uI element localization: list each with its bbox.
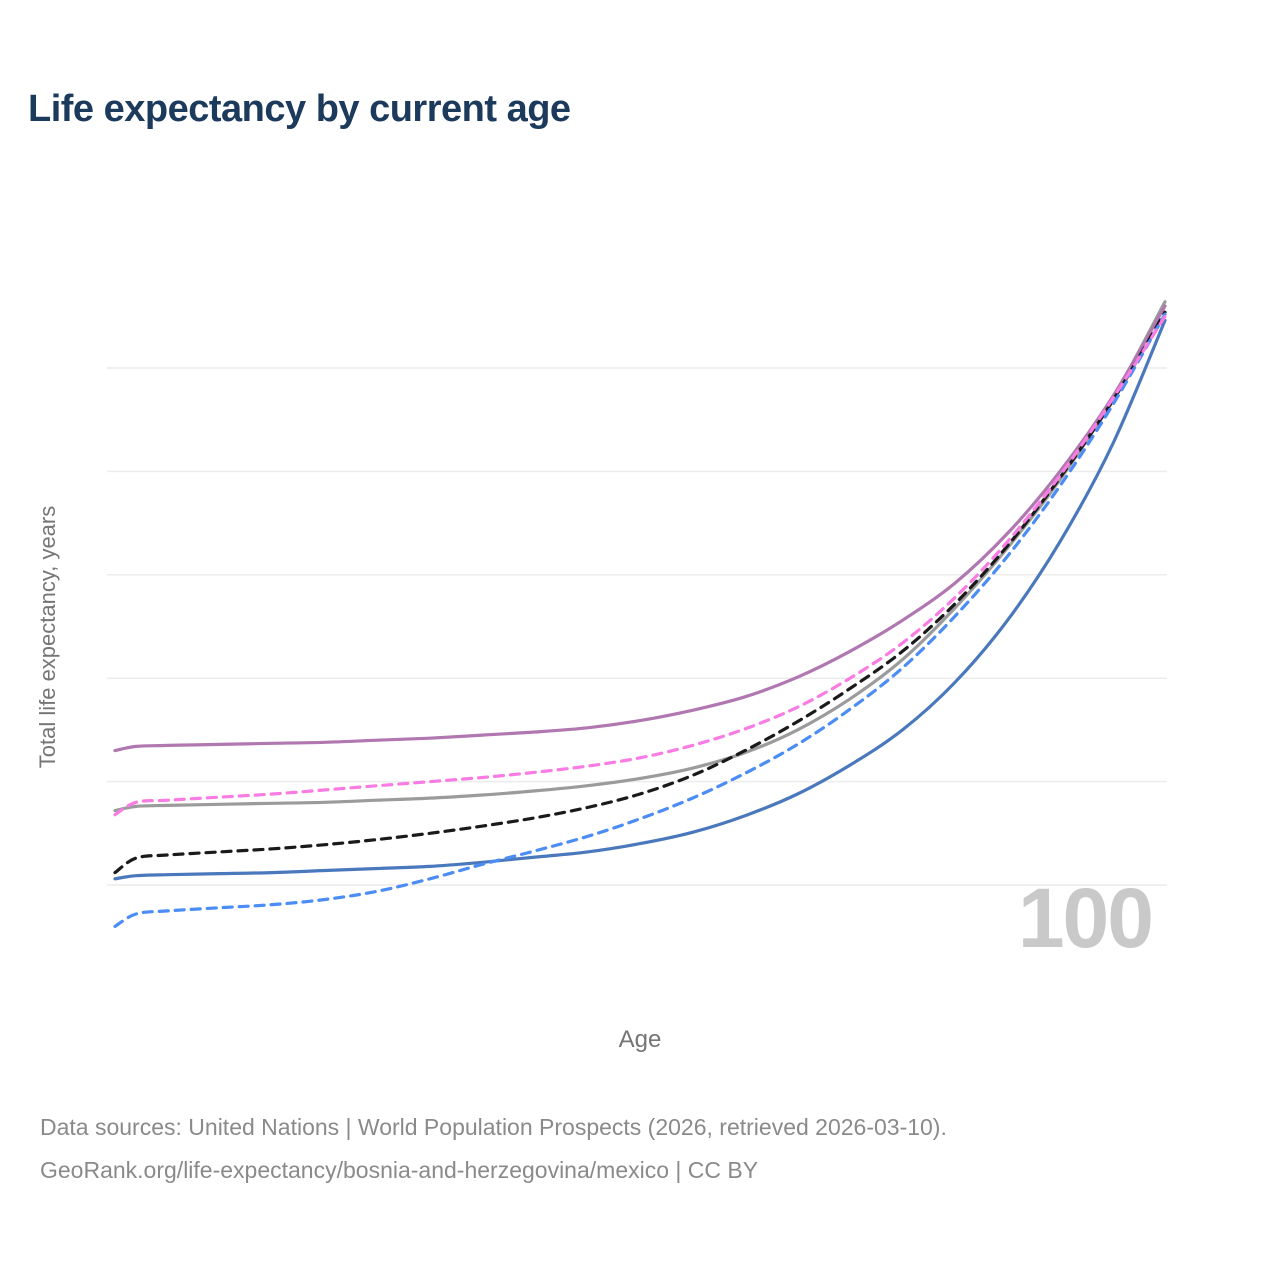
- hover-age-watermark: 100: [1017, 871, 1154, 965]
- series-line-mexico-female[interactable]: [113, 314, 1167, 817]
- series-line-mexico-male[interactable]: [113, 312, 1167, 928]
- series-line-bosnia-and-herzegovina-male[interactable]: [113, 318, 1167, 881]
- x-axis-title: Age: [618, 1026, 662, 1053]
- page-title: Life expectancy by current age: [28, 88, 571, 130]
- footer: Data sources: United Nations | World Pop…: [40, 1106, 947, 1191]
- series-line-mexico-total[interactable]: [113, 310, 1167, 875]
- series-line-bosnia-and-herzegovina-female[interactable]: [113, 304, 1167, 753]
- y-axis-title: Total life expectancy, years: [35, 505, 60, 769]
- footer-data-sources: Data sources: United Nations | World Pop…: [40, 1114, 947, 1140]
- footer-attribution: GeoRank.org/life-expectancy/bosnia-and-h…: [40, 1156, 759, 1183]
